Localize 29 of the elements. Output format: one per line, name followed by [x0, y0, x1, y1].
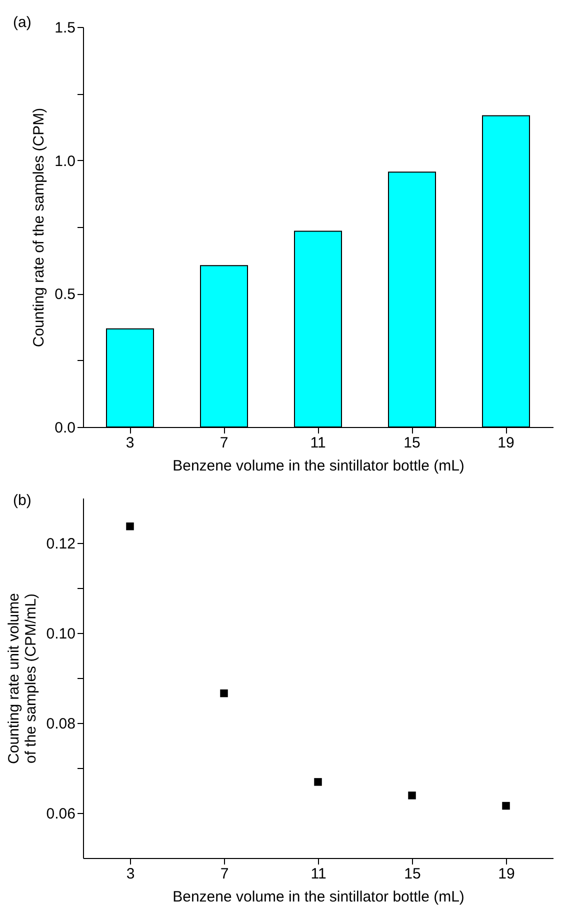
- y-tick-label: 0.08: [46, 716, 76, 732]
- x-tick-label: 7: [220, 434, 228, 452]
- x-tick-label: 15: [404, 434, 420, 452]
- y-tick-label: 0.0: [54, 420, 76, 436]
- x-tick-label: 11: [310, 866, 326, 882]
- y-tick-label: 1.5: [54, 20, 76, 36]
- y-tick-label: 0.10: [46, 626, 76, 642]
- point: [502, 802, 510, 810]
- chart-title: (b): [13, 492, 32, 509]
- point: [126, 522, 134, 530]
- x-axis-title: Benzene volume in the sintillator bottle (mL): [172, 888, 464, 906]
- x-tick-label: 19: [498, 866, 515, 882]
- x-tick-label: 15: [404, 866, 421, 882]
- x-tick-label: 3: [126, 866, 135, 882]
- y-axis-title: Counting rate unit volume of the samples (CPM/mL): [5, 593, 40, 764]
- point: [220, 689, 228, 698]
- x-axis-title: Benzene volume in the sintillator bottle (mL): [172, 458, 464, 474]
- y-tick-label: 1.0: [54, 152, 76, 170]
- y-axis-title: Counting rate of the samples (CPM): [30, 108, 48, 348]
- point: [314, 778, 322, 786]
- y-tick-label: 0.12: [46, 536, 76, 552]
- x-tick-label: 19: [498, 434, 514, 452]
- y-tick-label: 0.06: [46, 806, 76, 822]
- chart-title: (a): [13, 14, 32, 31]
- x-tick-label: 11: [310, 434, 326, 452]
- x-tick-label: 3: [126, 434, 134, 452]
- point: [408, 792, 416, 800]
- x-tick-label: 7: [220, 866, 229, 882]
- y-tick-label: 0.5: [54, 286, 76, 304]
